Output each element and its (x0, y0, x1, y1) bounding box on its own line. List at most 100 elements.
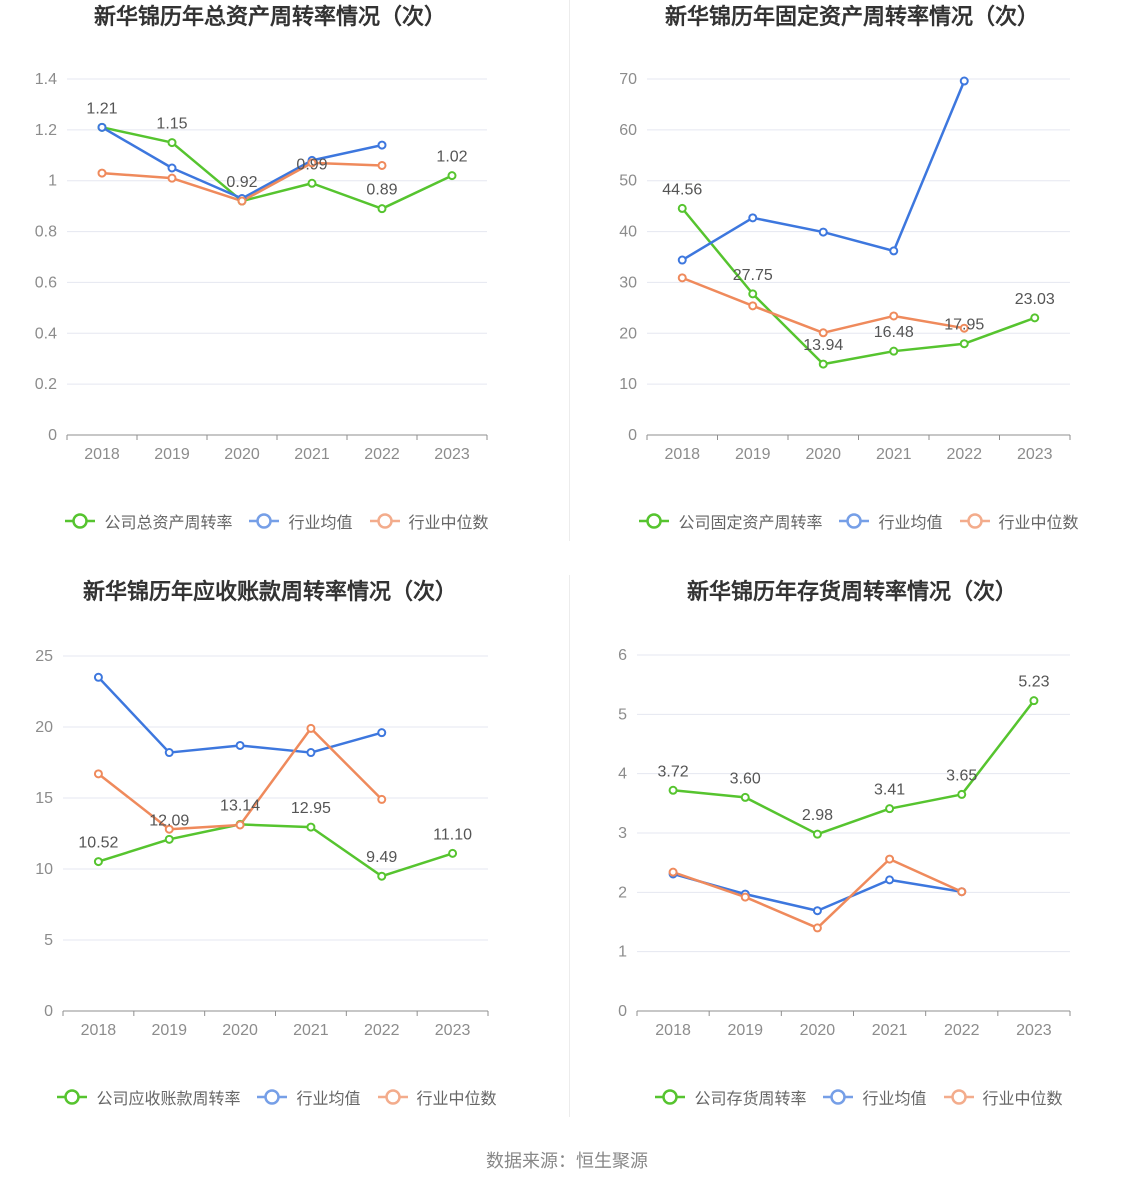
data-point-industry-median (889, 311, 899, 321)
data-point-company (889, 346, 899, 356)
data-point-industry-median (812, 923, 822, 933)
data-point-industry-median (885, 854, 895, 864)
x-tick-label: 2020 (224, 446, 260, 463)
x-tick-label: 2021 (294, 446, 330, 463)
y-tick-label: 15 (35, 790, 53, 807)
chart-legend: 公司存货周转率 行业均值 行业中位数 (584, 1086, 1134, 1108)
y-tick-label: 25 (35, 648, 53, 665)
legend-item-company: 公司存货周转率 (655, 1085, 806, 1109)
data-point-industry-average (93, 672, 103, 682)
y-tick-label: 3 (618, 825, 627, 842)
data-label: 44.56 (662, 181, 702, 198)
data-point-industry-median (97, 168, 107, 178)
data-point-company (812, 829, 822, 839)
y-tick-label: 40 (619, 224, 637, 241)
data-point-company (959, 339, 969, 349)
data-point-industry-average (959, 76, 969, 86)
data-point-company (377, 204, 387, 214)
data-point-industry-average (677, 255, 687, 265)
legend-line-marker-icon (57, 1089, 88, 1105)
x-tick-label: 2020 (222, 1022, 258, 1039)
chart-legend: 公司应收账款周转率 行业均值 行业中位数 (0, 1086, 554, 1108)
legend-line-marker-icon (839, 513, 870, 529)
x-tick-label: 2019 (735, 446, 771, 463)
data-label: 12.95 (291, 800, 331, 817)
data-label: 10.52 (78, 835, 118, 852)
legend-label: 公司固定资产周转率 (678, 515, 823, 532)
x-tick-label: 2018 (84, 446, 120, 463)
y-tick-label: 0 (618, 1003, 627, 1020)
data-point-company (377, 871, 387, 881)
data-point-company (818, 359, 828, 369)
y-tick-label: 50 (619, 173, 637, 190)
series-line-industry-median (671, 857, 963, 930)
x-tick-label: 2021 (872, 1022, 908, 1039)
legend-item-industry-median: 行业中位数 (959, 509, 1079, 533)
data-label: 0.99 (296, 156, 327, 173)
data-point-company (164, 834, 174, 844)
data-point-industry-median (677, 273, 687, 283)
x-tick-label: 2020 (805, 446, 841, 463)
x-tick-label: 2018 (655, 1022, 691, 1039)
data-label: 13.94 (803, 337, 843, 354)
chart-plot-area: 0 0.2 0.4 0.6 0.8 1 1.2 1.4 2018 2019 2020 2021 2022… (35, 71, 488, 463)
x-tick-label: 2022 (364, 1022, 400, 1039)
y-tick-label: 5 (44, 932, 53, 949)
legend-item-company: 公司固定资产周转率 (639, 509, 822, 533)
data-point-company (677, 203, 687, 213)
y-tick-label: 10 (35, 861, 53, 878)
data-point-industry-average (889, 246, 899, 256)
source-note: 数据来源：恒生聚源 (486, 1151, 648, 1171)
legend-item-industry-median: 行业中位数 (943, 1085, 1063, 1109)
chart-legend: 公司总资产周转率 行业均值 行业中位数 (0, 510, 554, 532)
legend-label: 行业中位数 (408, 515, 489, 532)
data-label: 0.92 (226, 174, 257, 191)
data-label: 17.95 (944, 317, 984, 334)
data-point-industry-median (377, 794, 387, 804)
x-tick-label: 2022 (946, 446, 982, 463)
x-tick-label: 2021 (293, 1022, 329, 1039)
data-label: 3.72 (658, 763, 689, 780)
y-tick-label: 2 (618, 884, 627, 901)
y-tick-label: 0 (44, 1003, 53, 1020)
data-point-industry-average (377, 140, 387, 150)
x-tick-label: 2018 (81, 1022, 117, 1039)
legend-label: 行业均值 (878, 515, 943, 532)
data-point-industry-average (235, 740, 245, 750)
data-point-industry-median (818, 328, 828, 338)
series-line-company (681, 207, 1036, 366)
data-point-industry-median (740, 892, 750, 902)
data-point-industry-median (377, 160, 387, 170)
y-tick-label: 20 (619, 325, 637, 342)
y-tick-label: 70 (619, 71, 637, 88)
data-point-industry-average (377, 728, 387, 738)
data-point-industry-median (957, 887, 967, 897)
panel-divider (569, 575, 570, 1117)
series-line-company (100, 126, 454, 210)
legend-item-company: 公司应收账款周转率 (57, 1085, 240, 1109)
legend-label: 公司总资产周转率 (104, 515, 233, 532)
y-tick-label: 0.2 (35, 376, 57, 393)
data-point-industry-average (97, 122, 107, 132)
data-point-industry-average (164, 748, 174, 758)
legend-label: 行业均值 (288, 515, 353, 532)
data-point-industry-average (306, 748, 316, 758)
y-tick-label: 20 (35, 719, 53, 736)
x-tick-label: 2023 (435, 1022, 471, 1039)
legend-line-marker-icon (65, 513, 96, 529)
data-point-company (1030, 313, 1040, 323)
data-label: 11.10 (433, 826, 472, 843)
legend-item-industry-average: 行业均值 (823, 1085, 927, 1109)
data-label: 2.98 (802, 807, 833, 824)
chart-plot-area: 0 5 10 15 20 25 2018 2019 2020 2021 2022 2023 10.52 1… (35, 648, 489, 1039)
chart-inventory-turnover: 0 1 2 3 4 5 6 2018 2019 2020 2021 2022 2023 3.72 3.60 2… (570, 575, 1134, 1120)
x-tick-label: 2022 (364, 446, 400, 463)
data-point-industry-average (167, 163, 177, 173)
data-point-industry-average (885, 875, 895, 885)
data-point-industry-median (167, 173, 177, 183)
data-point-industry-median (307, 158, 317, 168)
y-tick-label: 1.2 (35, 122, 57, 139)
chart-title: 新华锦历年固定资产周转率情况（次） (664, 4, 1039, 29)
legend-item-industry-median: 行业中位数 (369, 509, 489, 533)
data-label: 0.89 (366, 182, 397, 199)
